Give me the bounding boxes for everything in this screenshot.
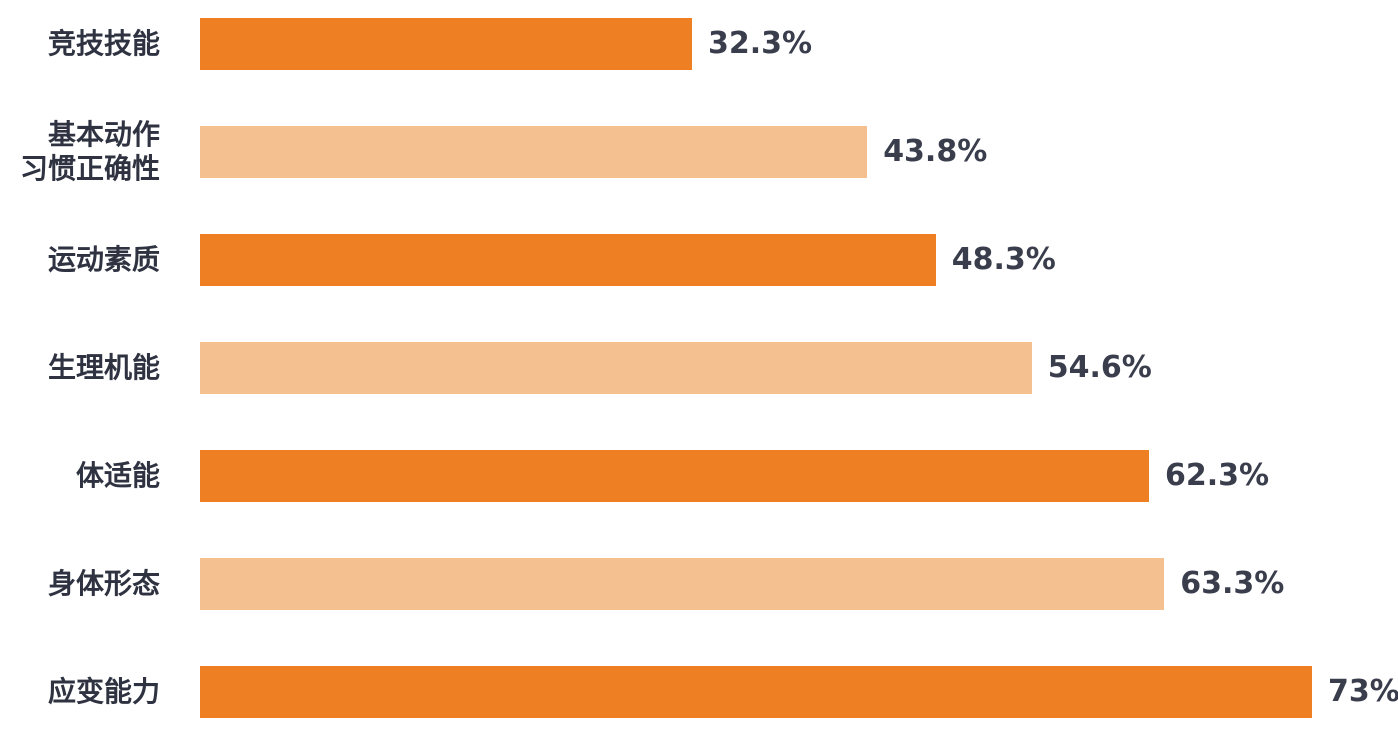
value-label: 43.8% — [883, 134, 988, 169]
bar — [200, 18, 693, 70]
value-label: 32.3% — [708, 26, 813, 61]
category-label: 基本动作 习惯正确性 — [19, 118, 160, 185]
value-label: 63.3% — [1180, 566, 1285, 601]
category-label: 运动素质 — [47, 243, 160, 276]
value-label: 73% — [1328, 674, 1398, 709]
category-label: 生理机能 — [47, 351, 160, 384]
value-label: 54.6% — [1047, 350, 1152, 385]
bar — [200, 126, 868, 178]
bar — [200, 558, 1165, 610]
category-label: 身体形态 — [47, 567, 160, 600]
bar — [200, 450, 1149, 502]
bar — [200, 234, 936, 286]
category-label: 应变能力 — [47, 675, 160, 708]
category-label: 体适能 — [75, 459, 160, 492]
bar — [200, 666, 1312, 718]
value-label: 62.3% — [1165, 458, 1270, 493]
bar — [200, 342, 1032, 394]
category-label: 竞技技能 — [47, 27, 160, 60]
value-label: 48.3% — [951, 242, 1056, 277]
